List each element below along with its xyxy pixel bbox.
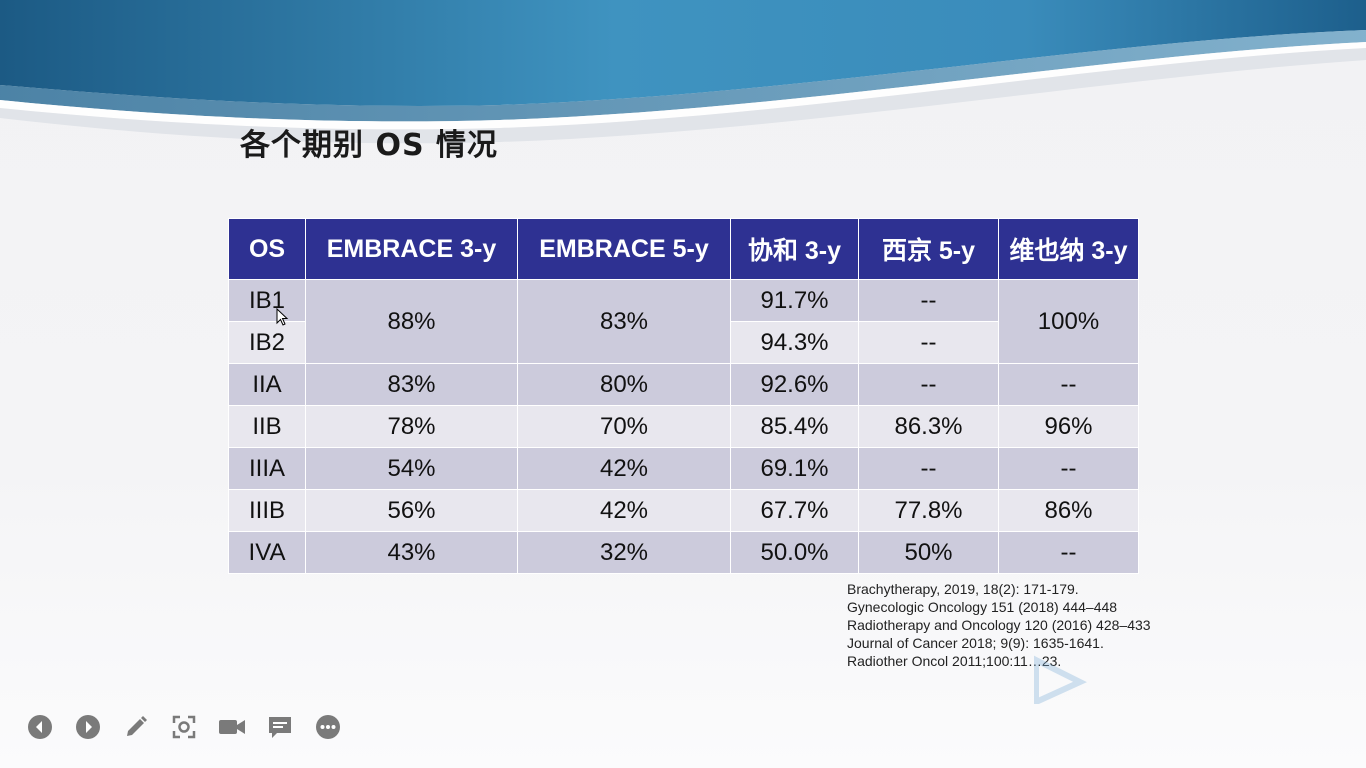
references: Brachytherapy, 2019, 18(2): 171-179. Gyn… <box>847 580 1151 670</box>
reference-item: Gynecologic Oncology 151 (2018) 444–448 <box>847 599 1118 615</box>
stage-cell: IB1 <box>228 279 306 322</box>
table-cell: 80% <box>517 363 731 406</box>
stage-cell: IB2 <box>228 321 306 364</box>
header-xijing-5y: 西京 5-y <box>858 218 999 280</box>
table-cell: 42% <box>517 447 731 490</box>
table-row: IB1 88% 83% 91.7% -- 100% <box>228 279 1139 364</box>
table-cell: 96% <box>998 405 1139 448</box>
table-cell: -- <box>858 363 999 406</box>
header-vienna-3y: 维也纳 3-y <box>998 218 1139 280</box>
table-cell: 42% <box>517 489 731 532</box>
slide-title: 各个期别 OS 情况 <box>240 128 498 163</box>
header-banner <box>0 0 1366 144</box>
table-row: IVA 43% 32% 50.0% 50% -- <box>228 531 1139 574</box>
table-cell: 86.3% <box>858 405 999 448</box>
presentation-toolbar <box>26 713 362 741</box>
table-cell: 56% <box>305 489 518 532</box>
reference-item: Radiotherapy and Oncology 120 (2016) 428… <box>847 617 1151 633</box>
table-cell: -- <box>858 321 999 364</box>
table-header-row: OS EMBRACE 3-y EMBRACE 5-y 协和 3-y 西京 5-y… <box>228 218 1139 280</box>
header-os: OS <box>228 218 306 280</box>
table-row: IB2 94.3% -- <box>228 321 1139 364</box>
table-cell: -- <box>998 531 1139 574</box>
table-cell: 92.6% <box>730 363 859 406</box>
stage-cell: IIA <box>228 363 306 406</box>
table-row: IIA 83% 80% 92.6% -- -- <box>228 363 1139 406</box>
more-icon[interactable] <box>314 713 342 741</box>
watermark-logo-icon <box>1034 655 1087 704</box>
table-row: IIIB 56% 42% 67.7% 77.8% 86% <box>228 489 1139 532</box>
reference-item: Journal of Cancer 2018; 9(9): 1635-1641. <box>847 635 1104 651</box>
table-row: IIIA 54% 42% 69.1% -- -- <box>228 447 1139 490</box>
focus-icon[interactable] <box>170 713 198 741</box>
table-cell: 86% <box>998 489 1139 532</box>
table-cell: 32% <box>517 531 731 574</box>
table-cell: -- <box>858 447 999 490</box>
os-table: OS EMBRACE 3-y EMBRACE 5-y 协和 3-y 西京 5-y… <box>228 218 1139 574</box>
table-cell: -- <box>998 447 1139 490</box>
stage-cell: IIIA <box>228 447 306 490</box>
table-cell: 83% <box>305 363 518 406</box>
table-row: IIB 78% 70% 85.4% 86.3% 96% <box>228 405 1139 448</box>
header-embrace-3y: EMBRACE 3-y <box>305 218 518 280</box>
table-cell: 94.3% <box>730 321 859 364</box>
stage-cell: IVA <box>228 531 306 574</box>
table-cell: 100% <box>998 279 1139 364</box>
reference-item: Brachytherapy, 2019, 18(2): 171-179. <box>847 581 1079 597</box>
table-cell: 88% <box>305 279 518 364</box>
reference-item: Radiother Oncol 2011;100:11…23. <box>847 653 1062 669</box>
table-cell: -- <box>858 279 999 322</box>
table-cell: 43% <box>305 531 518 574</box>
table-cell: 50% <box>858 531 999 574</box>
table-cell: 69.1% <box>730 447 859 490</box>
table-cell: 67.7% <box>730 489 859 532</box>
table-cell: 85.4% <box>730 405 859 448</box>
pen-icon[interactable] <box>122 713 150 741</box>
header-embrace-5y: EMBRACE 5-y <box>517 218 731 280</box>
table-cell: 70% <box>517 405 731 448</box>
next-icon[interactable] <box>74 713 102 741</box>
table-cell: 77.8% <box>858 489 999 532</box>
stage-cell: IIIB <box>228 489 306 532</box>
table-cell: 91.7% <box>730 279 859 322</box>
table-cell: 50.0% <box>730 531 859 574</box>
mouse-cursor-icon <box>276 308 289 326</box>
table-cell: 83% <box>517 279 731 364</box>
table-cell: 78% <box>305 405 518 448</box>
prev-icon[interactable] <box>26 713 54 741</box>
table-cell: -- <box>998 363 1139 406</box>
camera-icon[interactable] <box>218 713 246 741</box>
header-xiehe-3y: 协和 3-y <box>730 218 859 280</box>
table-cell: 54% <box>305 447 518 490</box>
stage-cell: IIB <box>228 405 306 448</box>
comment-icon[interactable] <box>266 713 294 741</box>
